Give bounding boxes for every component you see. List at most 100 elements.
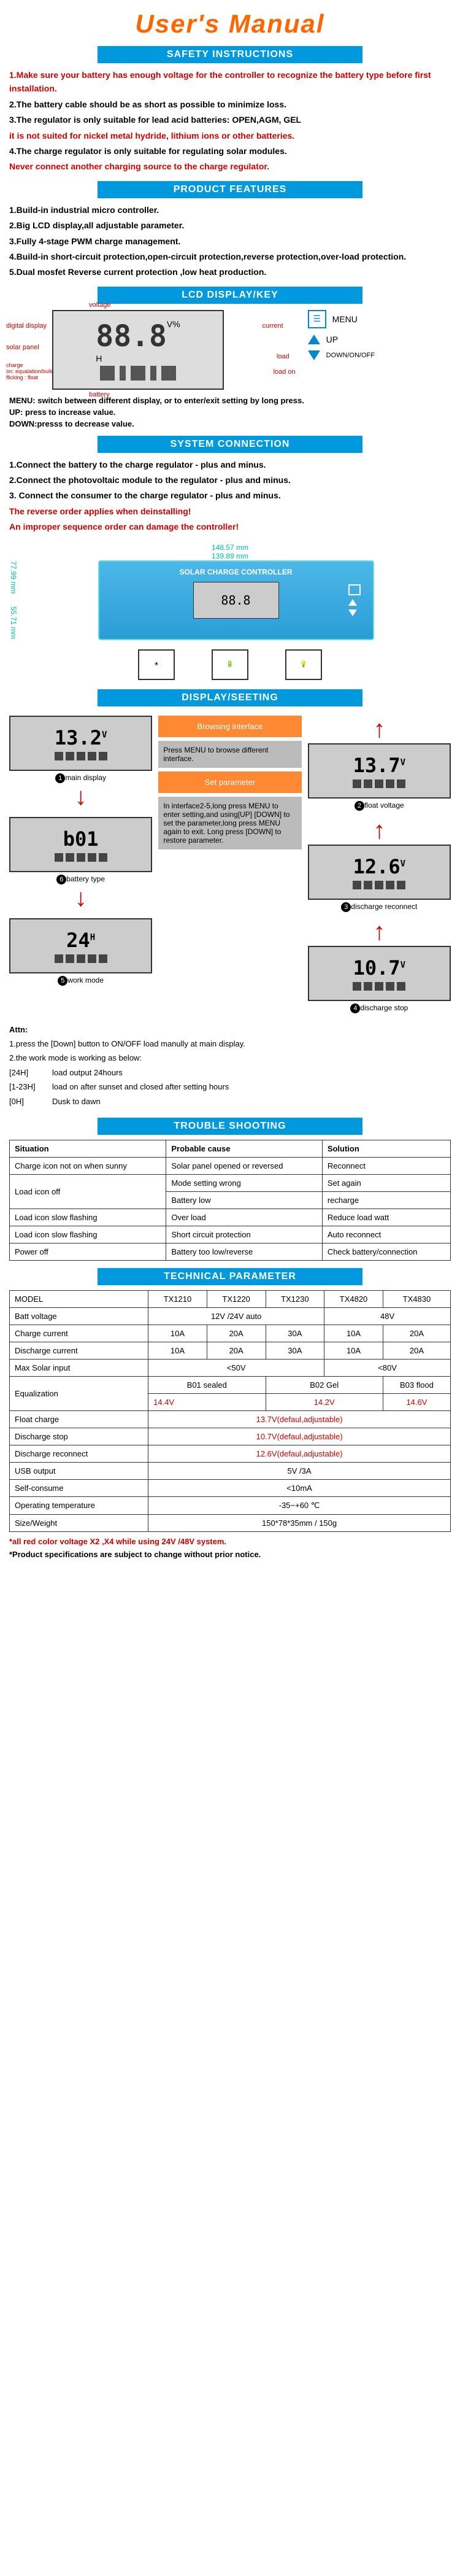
footnote-1: *all red color voltage X2 ,X4 while usin… (9, 1537, 451, 1546)
table-row: Load icon offMode setting wrongSet again (10, 1174, 451, 1191)
connection-item: 2.Connect the photovoltaic module to the… (9, 473, 451, 487)
up-icon (308, 335, 320, 344)
connection-header: SYSTEM CONNECTION (98, 436, 362, 453)
attn-mode: [24H]load output 24hours (9, 1066, 451, 1080)
safety-item: it is not suited for nickel metal hydrid… (9, 129, 451, 142)
display-cell-1: 13.2V 1main display ↓ (9, 716, 152, 811)
footnote-2: *Product specifications are subject to c… (9, 1550, 451, 1559)
feature-item: 3.Fully 4-stage PWM charge management. (9, 234, 451, 248)
load-icon (161, 366, 176, 381)
battery-wire-icon: 🔋 (212, 649, 248, 680)
arrow-icon: ↑ (308, 716, 451, 743)
table-row: Operating temperature-35~+60 ℃ (10, 1496, 451, 1514)
safety-item: 1.Make sure your battery has enough volt… (9, 68, 451, 96)
lcd-display: 88.8V% H (52, 310, 224, 390)
feature-item: 5.Dual mosfet Reverse current protection… (9, 265, 451, 279)
browsing-box: Browsing interface (158, 716, 301, 737)
dim-width1: 148.57 mm (9, 543, 451, 552)
key-down: DOWN/ON/OFF (308, 350, 451, 360)
display-header: DISPLAY/SEETING (98, 689, 362, 706)
display-cell-6: ↑ 10.7V 4discharge stop (308, 918, 451, 1013)
ctrl-btn-icon (348, 609, 357, 616)
setparam-desc: In interface2-5,long press MENU to enter… (158, 797, 301, 849)
trouble-header: TROUBLE SHOOTING (98, 1118, 362, 1135)
table-header-row: MODELTX1210TX1220TX1230TX4820TX4830 (10, 1290, 451, 1307)
table-row: Discharge reconnect12.6V(defaul,adjustab… (10, 1445, 451, 1462)
attn-section: Attn: 1.press the [Down] button to ON/OF… (9, 1023, 451, 1108)
table-row: Discharge current10A20A30A10A20A (10, 1342, 451, 1359)
attn-mode: [1-23H]load on after sunset and closed a… (9, 1080, 451, 1094)
attn-item: 2.the work mode is working as below: (9, 1051, 451, 1065)
feature-item: 1.Build-in industrial micro controller. (9, 203, 451, 217)
lcd-label-charge: charge on: equalation/bulk flicking : fl… (6, 362, 53, 381)
display-grid: 13.2V 1main display ↓ Browsing interface… (9, 716, 451, 1013)
table-row: Charge current10A20A30A10A20A (10, 1325, 451, 1342)
features-header: PRODUCT FEATURES (98, 181, 362, 198)
down-icon (308, 350, 320, 360)
attn-mode: [0H]Dusk to dawn (9, 1094, 451, 1108)
solar-wire-icon: ☀ (138, 649, 175, 680)
table-row: EqualizationB01 sealedB02 GelB03 flood (10, 1376, 451, 1393)
table-row: Load icon slow flashingOver loadReduce l… (10, 1209, 451, 1226)
table-row: USB output5V /3A (10, 1462, 451, 1479)
th: Situation (10, 1140, 166, 1157)
ctrl-btn-icon (348, 584, 361, 595)
browsing-desc: Press MENU to browse different interface… (158, 741, 301, 768)
table-row: Charge icon not on when sunnySolar panel… (10, 1157, 451, 1174)
safety-header: SAFETY INSTRUCTIONS (98, 46, 362, 63)
arrow-icon: ↓ (9, 884, 152, 912)
battery-icon (131, 366, 145, 381)
display-cell-4: ↑ 12.6V 3discharge reconnect (308, 817, 451, 912)
dimension-diagram: 148.57 mm 139.89 mm 77.99 mm 55.71 mm SO… (9, 543, 451, 680)
table-row: Load icon slow flashingShort circuit pro… (10, 1226, 451, 1243)
ctrl-btn-icon (348, 599, 357, 606)
lcd-header: LCD DISPLAY/KEY (98, 287, 362, 304)
trouble-table: Situation Probable cause Solution Charge… (9, 1140, 451, 1261)
table-row: Max Solar input<50V<80V (10, 1359, 451, 1376)
key-up: UP (308, 335, 451, 344)
lcd-label-voltage: voltage (89, 301, 110, 309)
th: Solution (322, 1140, 450, 1157)
lcd-label-loadon: load on (274, 368, 296, 376)
th: TX4830 (383, 1290, 450, 1307)
arrow-icon (150, 366, 156, 381)
arrow-icon: ↑ (308, 918, 451, 946)
attn-title: Attn: (9, 1023, 451, 1037)
connection-item: 1.Connect the battery to the charge regu… (9, 458, 451, 471)
display-cell-5: 24H 5work mode (9, 918, 152, 1013)
arrow-icon: ↑ (308, 817, 451, 845)
arrow-icon (120, 366, 126, 381)
tech-header: TECHNICAL PARAMETER (98, 1268, 362, 1285)
th: TX1210 (148, 1290, 207, 1307)
controller-label: SOLAR CHARGE CONTROLLER (180, 568, 293, 576)
table-row: Float charge13.7V(defaul,adjustable) (10, 1410, 451, 1428)
up-description: UP: press to increase value. (9, 408, 451, 417)
controller-box: SOLAR CHARGE CONTROLLER 88.8 (98, 560, 374, 640)
lcd-label-load: load (277, 353, 289, 360)
dim-height1: 77.99 mm (9, 561, 18, 594)
connection-warning: The reverse order applies when deinstall… (9, 505, 451, 518)
page-title: User's Manual (9, 9, 451, 39)
tech-table: MODELTX1210TX1220TX1230TX4820TX4830Batt … (9, 1290, 451, 1532)
lcd-value: 88.8 (96, 319, 167, 354)
lcd-label-solar: solar panel (6, 344, 39, 351)
th: TX1220 (207, 1290, 266, 1307)
display-cell-3: b01 6battery type ↓ (9, 817, 152, 912)
table-row: Batt voltage12V /24V auto48V (10, 1307, 451, 1325)
feature-item: 2.Big LCD display,all adjustable paramet… (9, 219, 451, 232)
dim-height2: 55.71 mm (9, 606, 18, 639)
feature-item: 4.Build-in short-circuit protection,open… (9, 250, 451, 263)
safety-item: Never connect another charging source to… (9, 160, 451, 173)
setparam-box: Set parameter (158, 772, 301, 793)
lcd-section: voltage digital display solar panel char… (9, 310, 451, 390)
down-description: DOWN:presss to decrease value. (9, 419, 451, 428)
lcd-label-current: current (262, 322, 283, 330)
table-header-row: Situation Probable cause Solution (10, 1140, 451, 1157)
table-row: Size/Weight150*78*35mm / 150g (10, 1514, 451, 1531)
table-row: Power offBattery too low/reverseCheck ba… (10, 1243, 451, 1260)
menu-icon: ☰ (308, 310, 326, 328)
table-row: Self-consume<10mA (10, 1479, 451, 1496)
load-wire-icon: 💡 (285, 649, 322, 680)
table-row: Discharge stop10.7V(defaul,adjustable) (10, 1428, 451, 1445)
connection-item: 3. Connect the consumer to the charge re… (9, 489, 451, 502)
